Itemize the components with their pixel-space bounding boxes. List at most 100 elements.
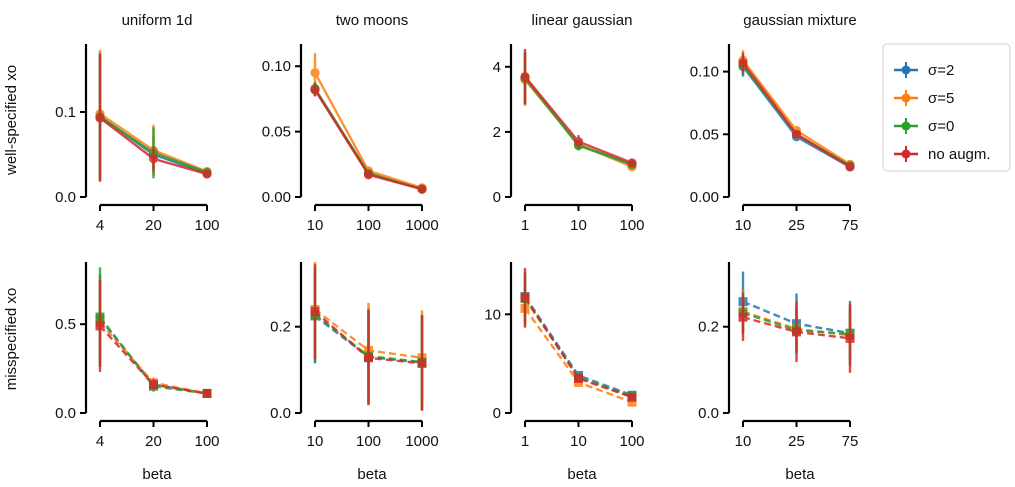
series-line <box>524 79 633 168</box>
subplot-uniform-1d-well-specified: 0.0 0.1 4 20 100 <box>55 44 220 234</box>
series-line <box>523 296 633 399</box>
y-tick-label: 4 <box>493 59 501 76</box>
x-axis-label: beta <box>142 466 172 483</box>
series--5 <box>520 53 637 172</box>
y-tick-label: 0.0 <box>698 405 719 422</box>
data-point <box>627 392 637 402</box>
x-tick-label: 75 <box>842 433 859 450</box>
y-tick-label: 0.1 <box>55 104 76 121</box>
y-tick-label: 0.2 <box>698 319 719 336</box>
y-tick-label: 0.00 <box>262 189 291 206</box>
x-tick-label: 10 <box>307 433 324 450</box>
row-label-well-specified: well-specified xo <box>3 65 20 176</box>
data-point <box>520 71 530 82</box>
row-label-misspecified: misspecified xo <box>3 288 20 391</box>
x-tick-label: 10 <box>570 217 587 234</box>
column-title-linear-gaussian: linear gaussian <box>532 12 633 29</box>
x-tick-label: 10 <box>735 433 752 450</box>
data-point <box>627 397 637 407</box>
series--2 <box>520 52 637 170</box>
legend-entry-no-augm: no augm. <box>894 146 991 163</box>
y-tick-label: 0.00 <box>690 189 719 206</box>
x-axis-label: beta <box>357 466 387 483</box>
x-tick-label: 25 <box>788 217 805 234</box>
x-axis-label: beta <box>785 466 815 483</box>
x-tick-label: 10 <box>307 217 324 234</box>
data-point <box>520 293 530 303</box>
subplot-linear-gaussian-misspecified: 0 10 1 10 100 <box>484 262 645 450</box>
series-line <box>524 77 633 166</box>
data-point <box>845 333 855 343</box>
series-no-augm- <box>520 267 637 402</box>
legend-entry-sigma-2: σ=2 <box>894 62 954 79</box>
x-tick-label: 1 <box>521 433 529 450</box>
data-point <box>574 373 583 383</box>
x-tick-label: 100 <box>194 217 219 234</box>
data-point <box>627 158 637 168</box>
y-tick-label: 0.05 <box>690 126 719 143</box>
legend-swatch-marker <box>901 93 911 103</box>
legend-frame <box>882 43 1011 172</box>
series-line <box>524 77 633 166</box>
y-tick-label: 0 <box>493 189 501 206</box>
y-tick-label: 0.0 <box>55 189 76 206</box>
x-tick-label: 100 <box>619 217 644 234</box>
data-point <box>364 353 373 363</box>
legend-swatch-marker <box>901 149 911 159</box>
y-tick-label: 0.0 <box>270 405 291 422</box>
y-tick-label: 2 <box>493 124 501 141</box>
data-point <box>417 358 427 368</box>
x-tick-label: 100 <box>356 433 381 450</box>
data-point <box>149 380 158 390</box>
series-no-augm- <box>738 293 855 373</box>
data-point <box>95 113 105 123</box>
x-tick-label: 10 <box>570 433 587 450</box>
series-no-augm- <box>310 83 427 194</box>
x-tick-label: 10 <box>735 217 752 234</box>
series-no-augm- <box>95 279 212 398</box>
legend-label: σ=2 <box>928 62 954 79</box>
subplot-gaussian-mixture-well-specified: 0.00 0.05 0.10 10 25 75 <box>690 44 859 234</box>
x-tick-label: 75 <box>842 217 859 234</box>
series--0 <box>738 55 855 171</box>
series--0 <box>520 52 637 170</box>
x-tick-label: 100 <box>619 433 644 450</box>
data-point <box>202 388 212 398</box>
legend-label: no augm. <box>928 146 991 163</box>
y-tick-label: 0.0 <box>55 405 76 422</box>
data-point <box>791 129 802 139</box>
legend-entry-sigma-5: σ=5 <box>894 90 954 107</box>
x-tick-label: 20 <box>145 217 162 234</box>
data-point <box>792 327 801 337</box>
y-tick-label: 0 <box>493 405 501 422</box>
data-point <box>310 307 320 317</box>
series-no-augm- <box>738 52 855 172</box>
column-title-uniform-1d: uniform 1d <box>122 12 193 29</box>
data-point <box>148 154 159 164</box>
legend-label: σ=0 <box>928 118 954 135</box>
legend-label: σ=5 <box>928 90 954 107</box>
x-tick-label: 100 <box>356 217 381 234</box>
legend-swatch-marker <box>901 121 911 131</box>
x-tick-label: 1000 <box>405 433 438 450</box>
x-tick-label: 1 <box>521 217 529 234</box>
data-point <box>310 85 320 95</box>
data-point <box>95 321 105 331</box>
series-line <box>524 295 633 397</box>
x-tick-label: 25 <box>788 433 805 450</box>
x-axis-label: beta <box>567 466 597 483</box>
data-point <box>363 170 374 180</box>
subplot-two-moons-misspecified: 0.0 0.2 10 100 1000 <box>270 262 439 450</box>
subplot-uniform-1d-misspecified: 0.0 0.5 4 20 100 <box>55 262 220 450</box>
series--2 <box>738 56 855 172</box>
data-point <box>310 68 320 78</box>
y-tick-label: 0.5 <box>55 316 76 333</box>
legend-entry-sigma-0: σ=0 <box>894 118 954 135</box>
data-point <box>202 169 212 179</box>
x-tick-label: 100 <box>194 433 219 450</box>
y-tick-label: 0.05 <box>262 124 291 141</box>
x-tick-label: 20 <box>145 433 162 450</box>
column-title-gaussian-mixture: gaussian mixture <box>743 12 856 29</box>
y-tick-label: 0.10 <box>690 64 719 81</box>
x-tick-label: 4 <box>96 433 104 450</box>
